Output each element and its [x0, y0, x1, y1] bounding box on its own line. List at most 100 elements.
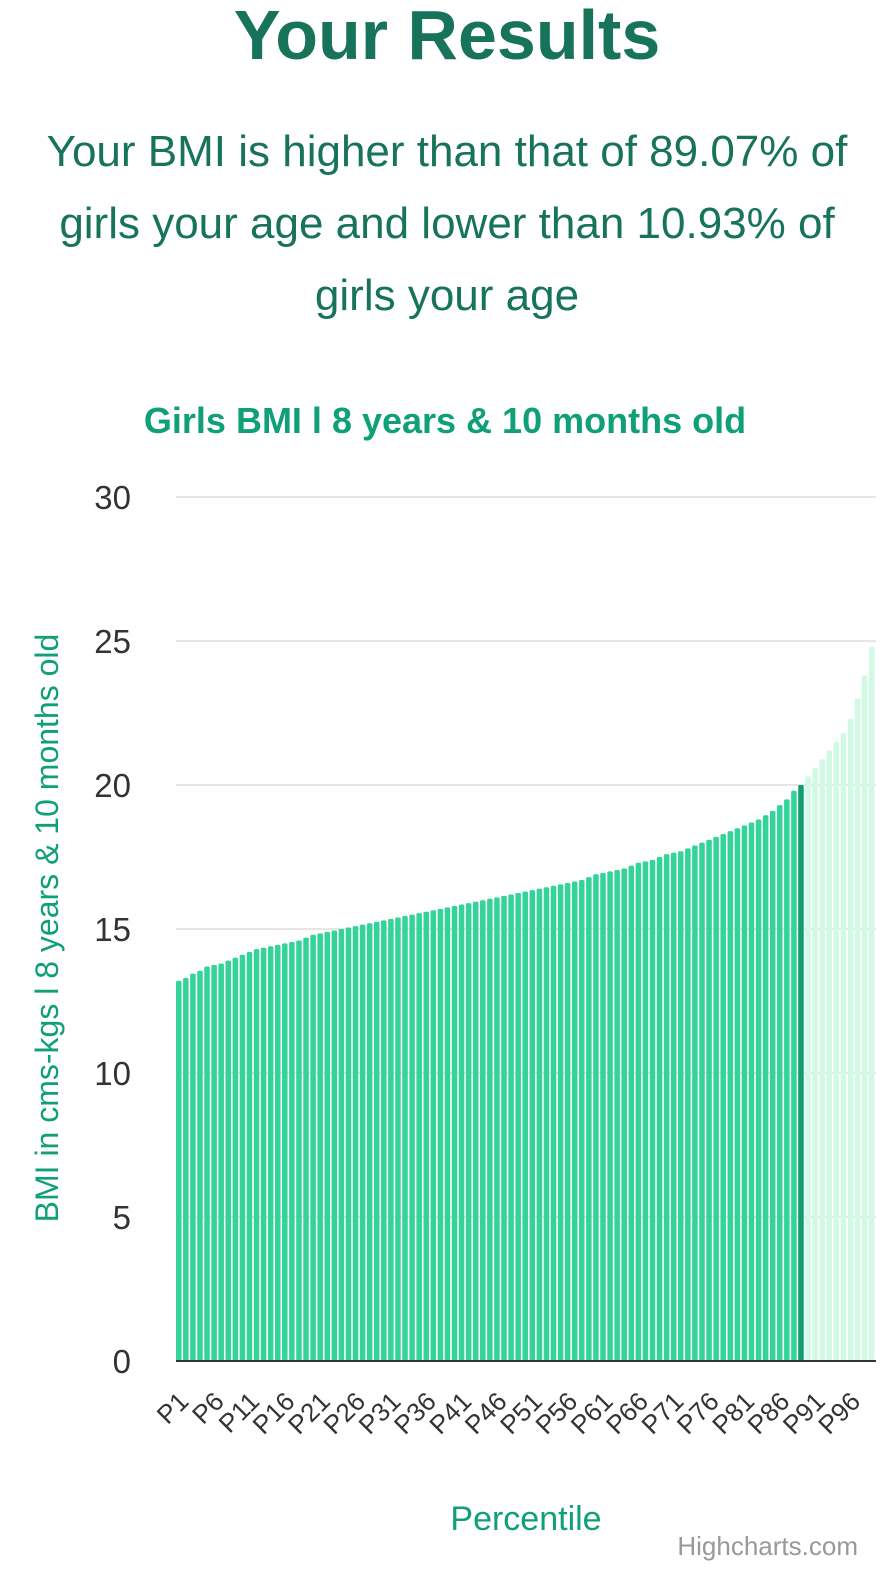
bar [713, 836, 719, 1361]
bar [571, 881, 578, 1361]
bar [472, 901, 479, 1361]
bar [282, 943, 288, 1361]
bar [741, 825, 748, 1361]
bar [303, 937, 309, 1361]
bar [416, 913, 422, 1361]
bar [366, 923, 373, 1361]
summary-line: Your BMI is higher than that of 89.07% o… [46, 127, 848, 176]
bar [451, 905, 458, 1361]
bar [296, 940, 302, 1361]
x-axis-labels: P1P6P11P16P21P26P31P36P41P46P51P56P61P66… [151, 1386, 866, 1440]
bar [784, 799, 790, 1361]
bar [628, 865, 635, 1361]
bar [197, 970, 203, 1361]
bar [586, 877, 592, 1361]
bar [798, 785, 804, 1361]
bar [515, 893, 521, 1361]
bar [267, 946, 274, 1361]
bar [260, 947, 267, 1361]
bar [487, 898, 493, 1361]
bar [656, 857, 663, 1361]
bmi-summary: Your BMI is higher than that of 89.07% o… [0, 116, 894, 332]
bar [748, 822, 755, 1361]
bar [183, 977, 189, 1361]
bar [253, 949, 260, 1361]
y-tick-label: 5 [113, 1199, 131, 1236]
bar [812, 767, 818, 1361]
bar [706, 839, 712, 1361]
bar [755, 819, 762, 1361]
bar [762, 815, 769, 1361]
summary-line: girls your age [314, 271, 580, 320]
bar [204, 966, 210, 1361]
x-tick-label: P96 [812, 1386, 866, 1440]
bar [522, 891, 528, 1361]
bar [331, 930, 338, 1361]
bar [642, 861, 649, 1361]
bar [359, 924, 366, 1361]
bar [494, 897, 500, 1361]
bar [211, 965, 217, 1361]
y-axis-title: BMI in cms-kgs l 8 years & 10 months old [29, 634, 65, 1223]
bar [868, 646, 875, 1361]
y-tick-label: 30 [94, 479, 131, 516]
bar [685, 848, 691, 1361]
bar [805, 776, 811, 1361]
bar [239, 954, 246, 1361]
y-axis-labels: 0 5 10 15 20 25 30 [94, 479, 131, 1380]
bar [854, 698, 861, 1361]
bar [465, 903, 472, 1361]
chart-title: Girls BMI l 8 years & 10 months old [144, 400, 746, 441]
bar [692, 845, 698, 1361]
bar [699, 842, 705, 1361]
bar [402, 916, 408, 1361]
bar [289, 941, 295, 1361]
bar [600, 872, 606, 1361]
y-tick-label: 0 [113, 1343, 131, 1380]
bar [727, 831, 734, 1361]
bar [819, 759, 825, 1361]
bar [649, 859, 656, 1361]
bar [508, 894, 514, 1361]
y-tick-label: 25 [94, 623, 131, 660]
bar [218, 963, 224, 1361]
bar [430, 910, 437, 1361]
bar [274, 944, 281, 1361]
bar [536, 888, 543, 1361]
bar [324, 931, 330, 1361]
bar [381, 920, 387, 1361]
y-tick-label: 20 [94, 767, 131, 804]
bar [593, 874, 599, 1361]
bar [734, 828, 741, 1361]
bar [190, 973, 196, 1361]
bar [614, 869, 620, 1361]
bar [550, 885, 557, 1361]
bar [310, 934, 316, 1361]
bar [232, 957, 239, 1361]
bar [225, 960, 232, 1361]
bar [246, 952, 253, 1361]
bar [444, 907, 451, 1361]
bar [621, 868, 627, 1361]
bar [373, 921, 380, 1361]
bar [564, 882, 571, 1361]
bar [861, 675, 868, 1361]
bar [409, 914, 415, 1361]
chart-credit: Highcharts.com [677, 1531, 858, 1561]
bar [543, 887, 550, 1361]
bar [607, 871, 613, 1361]
summary-line: girls your age and lower than 10.93% of [59, 199, 835, 248]
bar [317, 933, 323, 1361]
bar [395, 917, 401, 1361]
bar [352, 926, 359, 1361]
bar [176, 980, 182, 1361]
bar [769, 810, 776, 1361]
y-tick-label: 15 [94, 911, 131, 948]
chart-bars [176, 646, 875, 1361]
bar [437, 908, 444, 1361]
bar [529, 890, 536, 1361]
bar [791, 790, 797, 1361]
bar [826, 750, 833, 1361]
bar [777, 805, 783, 1361]
bar [840, 733, 847, 1361]
